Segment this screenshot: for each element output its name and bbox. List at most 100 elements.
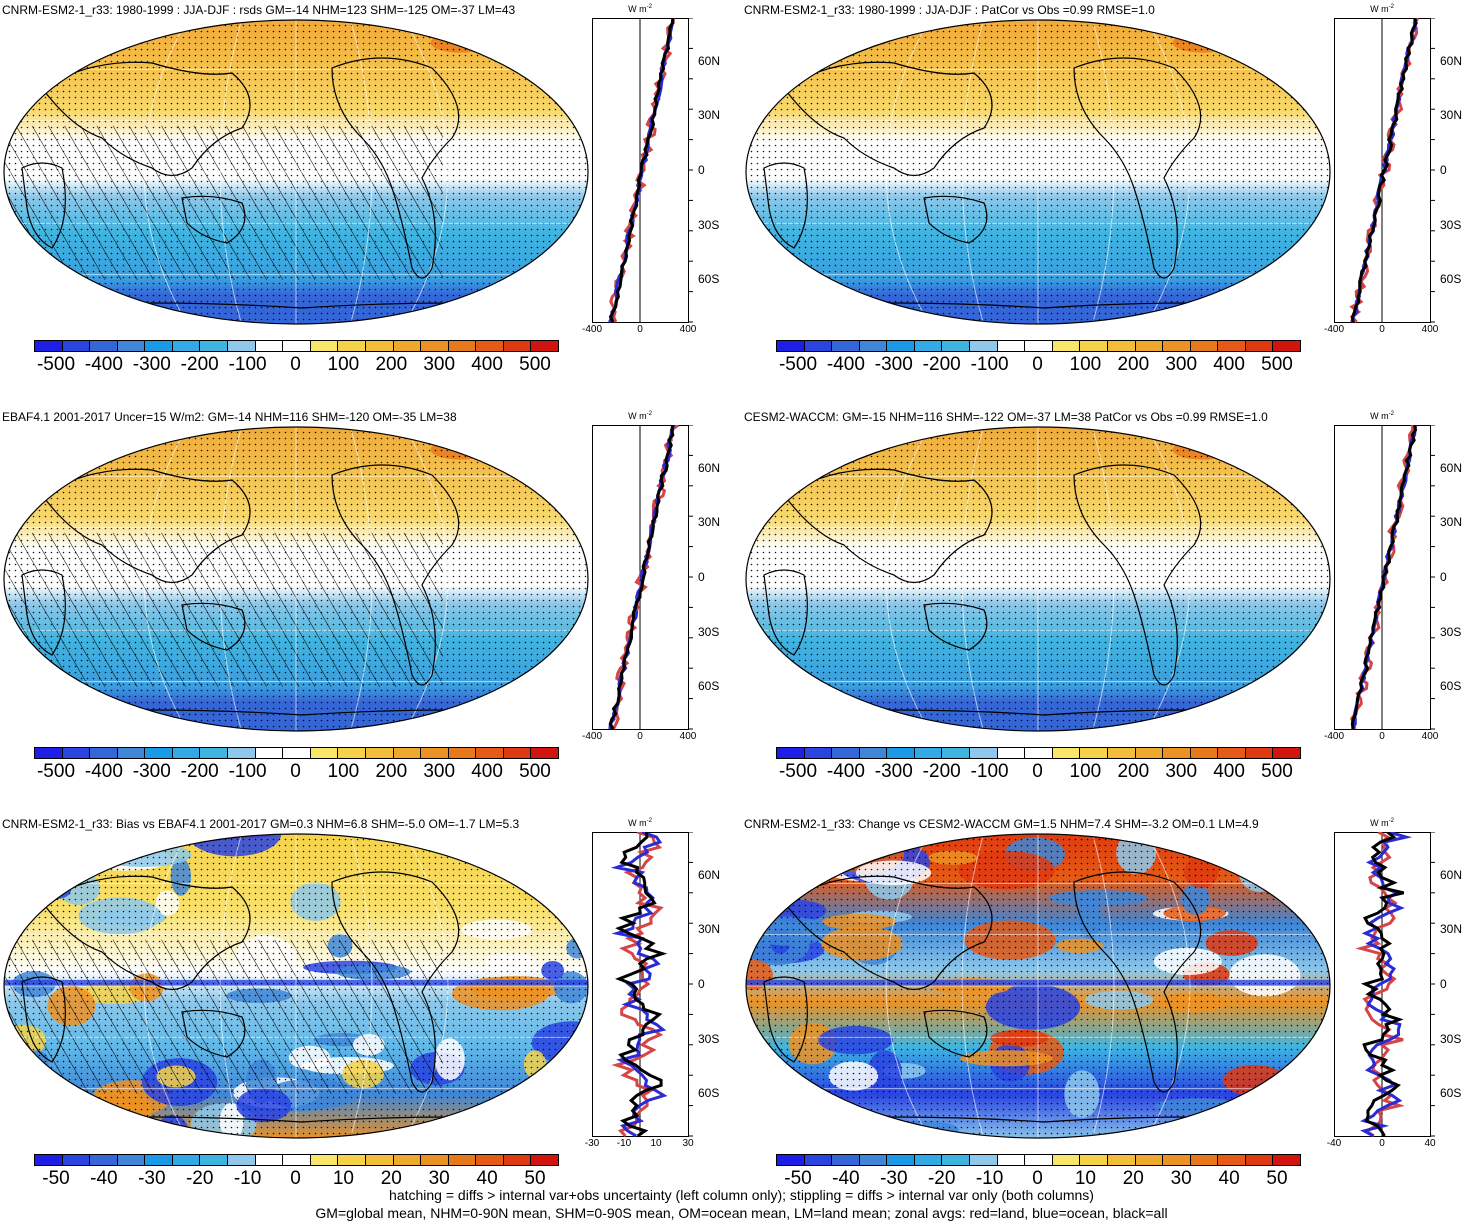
colorbar-swatch xyxy=(62,341,91,351)
colorbar-tick-label: 0 xyxy=(1032,1168,1043,1189)
colorbar-tick-label: 200 xyxy=(375,761,408,782)
colorbar-swatch xyxy=(338,1155,366,1165)
latitude-label: 0 xyxy=(698,163,705,177)
colorbar-swatch xyxy=(255,1155,284,1165)
colorbar-swatch xyxy=(117,341,146,351)
latitude-label: 30S xyxy=(1440,217,1462,232)
world-map xyxy=(3,833,589,1139)
colorbar-swatch xyxy=(914,748,943,758)
colorbar-swatch xyxy=(970,748,998,758)
latitude-label: 60S xyxy=(698,1086,720,1101)
colorbar-swatch xyxy=(832,748,860,758)
colorbar-swatch xyxy=(1052,341,1081,351)
latitude-label: 60N xyxy=(1440,460,1463,475)
latitude-label: 30N xyxy=(1440,515,1463,530)
colorbar-swatch xyxy=(421,748,449,758)
colorbar-swatch xyxy=(421,1155,449,1165)
latitude-label: 60S xyxy=(698,679,720,694)
colorbar-tick-label: -30 xyxy=(138,1168,166,1189)
latitude-label: 60N xyxy=(1440,867,1463,882)
colorbar-swatch xyxy=(1218,341,1246,351)
zonal-mean-plot xyxy=(1334,18,1435,324)
latitude-label: 30S xyxy=(698,1031,720,1046)
latitude-label: 30S xyxy=(698,217,720,232)
colorbar-swatch xyxy=(777,748,805,758)
latitude-label: 30S xyxy=(1440,1031,1462,1046)
colorbar-swatch xyxy=(1052,748,1081,758)
zonal-mean-plot xyxy=(592,832,693,1138)
colorbar-swatch xyxy=(338,341,366,351)
footer-line-1: hatching = diffs > internal var+obs unce… xyxy=(389,1187,1094,1203)
latitude-label: 0 xyxy=(698,977,705,991)
panel-middle-left: EBAF4.1 2001-2017 Uncer=15 W/m2: GM=-14 … xyxy=(0,407,740,802)
colorbar-swatch xyxy=(1135,1155,1164,1165)
panel-title: CNRM-ESM2-1_r33: Change vs CESM2-WACCM G… xyxy=(744,817,1259,831)
colorbar-tick-label: -400 xyxy=(84,354,123,375)
colorbar-tick-label: -200 xyxy=(180,761,219,782)
latitude-label: 60N xyxy=(698,867,721,882)
colorbar-swatch xyxy=(365,341,394,351)
zonal-x-tick: 0 xyxy=(1379,731,1385,742)
colorbar-swatch xyxy=(228,341,256,351)
colorbar-swatch xyxy=(338,748,366,758)
colorbar-tick-label: -500 xyxy=(778,761,818,782)
colorbar-tick-label: -20 xyxy=(927,1168,956,1189)
zonal-x-tick: 0 xyxy=(637,324,643,335)
colorbar-swatch xyxy=(145,341,173,351)
colorbar-swatch xyxy=(90,341,118,351)
colorbar-swatch xyxy=(1245,748,1274,758)
latitude-label: 60S xyxy=(1440,679,1462,694)
colorbar-tick-label: 0 xyxy=(1032,354,1043,375)
colorbar xyxy=(776,1154,1301,1166)
panel-title: CNRM-ESM2-1_r33: 1980-1999 : JJA-DJF : r… xyxy=(2,3,516,17)
colorbar-swatch xyxy=(1218,1155,1246,1165)
world-map xyxy=(745,833,1331,1139)
zonal-mean-plot xyxy=(592,18,693,323)
colorbar-swatch xyxy=(1025,341,1053,351)
zonal-x-tick: 30 xyxy=(682,1138,694,1149)
colorbar xyxy=(34,747,559,759)
colorbar-swatch xyxy=(832,341,860,351)
colorbar-tick-label: 50 xyxy=(1266,1168,1288,1189)
latitude-label: 60S xyxy=(1440,1086,1462,1101)
colorbar-swatch xyxy=(997,341,1026,351)
colorbar-swatch xyxy=(1080,341,1108,351)
zonal-x-tick: 400 xyxy=(679,731,697,742)
colorbar-tick-label: 200 xyxy=(1117,761,1150,782)
zonal-mean-plot xyxy=(592,425,693,730)
colorbar-swatch xyxy=(448,748,477,758)
latitude-label: 30S xyxy=(698,624,720,639)
latitude-label: 30N xyxy=(698,515,721,530)
latitude-label: 0 xyxy=(1440,977,1447,991)
latitude-label: 30N xyxy=(1440,108,1463,123)
latitude-label: 30S xyxy=(1440,624,1462,639)
zonal-mean-plot xyxy=(1334,832,1435,1138)
latitude-label: 30N xyxy=(698,108,721,123)
colorbar-swatch xyxy=(777,1155,805,1165)
colorbar-tick-label: 40 xyxy=(476,1168,498,1189)
zonal-x-tick: -10 xyxy=(616,1138,632,1149)
zonal-x-tick: -400 xyxy=(581,731,603,742)
colorbar-swatch xyxy=(804,1155,833,1165)
colorbar-swatch xyxy=(172,748,201,758)
colorbar-swatch xyxy=(503,341,532,351)
colorbar-tick-label: 300 xyxy=(1165,761,1198,782)
colorbar-swatch xyxy=(35,1155,63,1165)
zonal-x-tick: 400 xyxy=(679,324,697,335)
colorbar-swatch xyxy=(997,1155,1026,1165)
zonal-mean-plot xyxy=(1334,425,1435,730)
colorbar-tick-label: 30 xyxy=(428,1168,450,1189)
panel-top-right: CNRM-ESM2-1_r33: 1980-1999 : JJA-DJF : P… xyxy=(742,0,1482,395)
colorbar-swatch xyxy=(1025,1155,1053,1165)
colorbar-tick-label: 500 xyxy=(519,761,551,782)
colorbar-swatch xyxy=(228,748,256,758)
colorbar-swatch xyxy=(1163,1155,1191,1165)
colorbar-swatch xyxy=(1163,341,1191,351)
colorbar-tick-label: -400 xyxy=(826,761,865,782)
colorbar-swatch xyxy=(62,748,91,758)
colorbar-tick-label: -200 xyxy=(180,354,219,375)
colorbar xyxy=(776,340,1301,352)
colorbar-swatch xyxy=(145,748,173,758)
panel-title: CNRM-ESM2-1_r33: Bias vs EBAF4.1 2001-20… xyxy=(2,817,520,831)
colorbar-swatch xyxy=(476,1155,504,1165)
